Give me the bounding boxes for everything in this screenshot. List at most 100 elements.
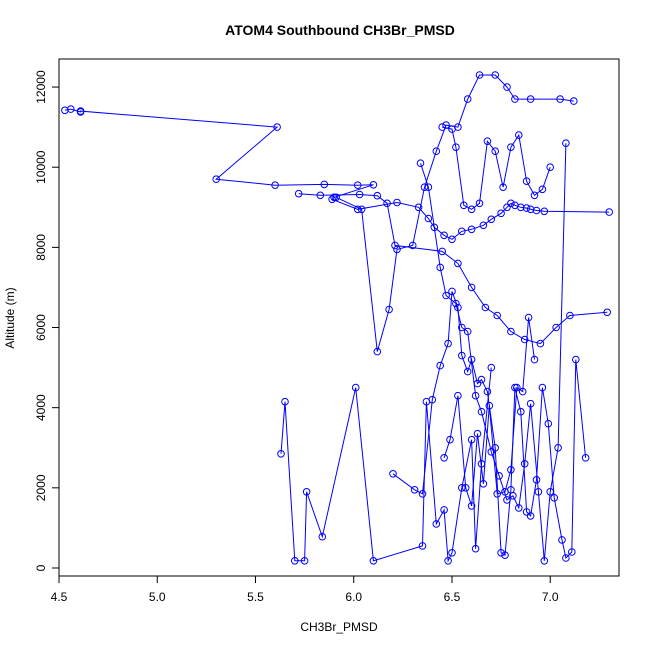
data-point (518, 387, 527, 396)
data-point (393, 245, 401, 254)
data-point (328, 195, 336, 204)
y-tick-label: 4000 (34, 394, 48, 421)
data-point (483, 387, 492, 396)
data-point (471, 391, 480, 400)
data-point (467, 502, 476, 510)
data-point (552, 323, 560, 332)
data-point (522, 177, 531, 185)
data-point (458, 484, 466, 492)
data-point (509, 492, 517, 500)
data-point (294, 189, 303, 198)
data-point (332, 193, 340, 202)
x-tick-label: 6.5 (444, 590, 461, 604)
data-point (550, 494, 559, 502)
data-point (501, 551, 509, 560)
data-point (67, 105, 75, 113)
data-point (491, 444, 500, 452)
series-1 (61, 105, 614, 244)
series-6 (416, 139, 570, 565)
plot-frame (58, 58, 620, 577)
data-point (357, 205, 366, 214)
data-point (499, 183, 507, 191)
series-line (392, 291, 587, 560)
chart-title: ATOM4 Southbound CH3Br_PMSD (225, 22, 455, 38)
data-point (532, 206, 541, 215)
data-point (440, 506, 448, 514)
series-2 (294, 189, 612, 348)
x-tick-label: 5.5 (247, 590, 264, 604)
data-point (320, 180, 329, 189)
data-point (291, 557, 299, 565)
data-point (444, 557, 452, 565)
data-point (503, 496, 511, 504)
series-line (420, 143, 567, 561)
data-point (428, 395, 437, 404)
data-point (568, 548, 576, 556)
x-tick-label: 6.0 (345, 590, 362, 604)
data-point (493, 490, 502, 498)
data-point (540, 207, 549, 216)
data-point (507, 466, 515, 474)
data-point (438, 247, 447, 256)
data-point (603, 308, 612, 317)
data-point (446, 435, 454, 444)
data-point (526, 399, 535, 408)
data-point (605, 208, 614, 216)
data-point (461, 484, 470, 492)
data-point (572, 355, 580, 364)
y-tick-label: 8000 (34, 234, 48, 261)
data-point (524, 313, 533, 322)
data-point (467, 225, 476, 234)
data-point (503, 203, 511, 212)
y-tick-label: 2000 (34, 474, 48, 501)
y-axis: 0 2000 4000 6000 8000 10000 12000 (34, 70, 60, 571)
data-point (420, 183, 429, 191)
series-line (64, 108, 610, 240)
y-axis-label: Altitude (m) (3, 287, 17, 348)
data-point (581, 454, 590, 462)
data-point (534, 488, 543, 496)
data-point (452, 299, 460, 308)
data-point (530, 355, 539, 364)
data-point (302, 488, 311, 496)
data-point (477, 407, 486, 416)
data-point (353, 181, 362, 189)
data-point (558, 536, 566, 544)
data-point (385, 305, 393, 314)
series-8 (440, 313, 539, 510)
data-point (477, 375, 486, 384)
data-point (442, 291, 450, 300)
data-point (503, 83, 511, 91)
data-point (562, 554, 570, 562)
x-axis: 4.5 5.0 5.5 6.0 6.5 7.0 (51, 575, 559, 604)
data-point (452, 143, 460, 151)
data-point (373, 347, 382, 356)
data-point (424, 214, 433, 223)
data-point (546, 163, 555, 171)
x-tick-label: 5.0 (149, 590, 166, 604)
data-point (562, 139, 570, 147)
series-layer (61, 71, 614, 565)
series-line (280, 367, 492, 563)
data-point (517, 407, 525, 416)
data-point (463, 327, 472, 336)
y-tick-label: 0 (34, 564, 48, 571)
data-point (522, 204, 531, 212)
data-point (448, 125, 456, 133)
data-point (538, 185, 547, 194)
data-point (369, 557, 378, 565)
data-point (473, 429, 482, 438)
data-point (481, 303, 490, 312)
data-point (393, 198, 401, 207)
data-point (536, 339, 545, 348)
data-point (570, 97, 578, 105)
data-point (458, 351, 466, 360)
data-point (212, 175, 220, 183)
data-point (300, 557, 309, 565)
data-point (330, 193, 338, 202)
data-point (432, 147, 441, 155)
data-point (511, 95, 519, 103)
data-point (556, 95, 564, 103)
data-point (487, 363, 496, 372)
